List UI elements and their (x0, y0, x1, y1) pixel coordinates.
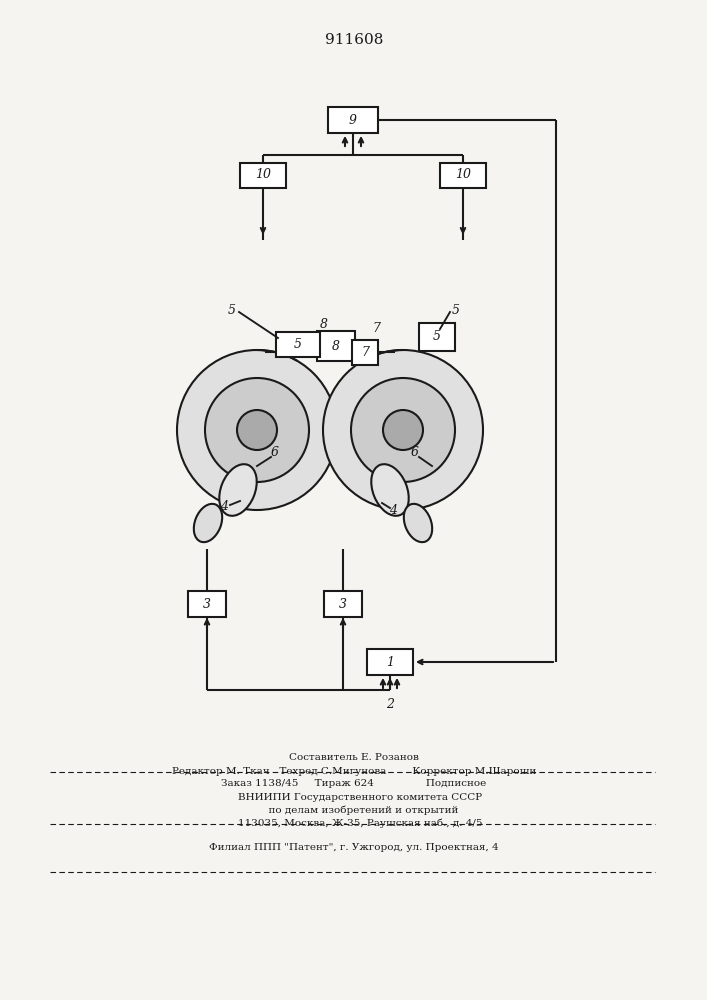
Text: 5: 5 (433, 330, 441, 344)
Text: Заказ 1138/45     Тираж 624                Подписное: Заказ 1138/45 Тираж 624 Подписное (221, 780, 486, 788)
Bar (352, 340, 378, 364)
Text: 4: 4 (389, 504, 397, 516)
Circle shape (177, 350, 337, 510)
Text: Составитель Е. Розанов: Составитель Е. Розанов (289, 754, 419, 762)
Circle shape (383, 410, 423, 450)
Circle shape (205, 378, 309, 482)
Circle shape (237, 410, 277, 450)
Ellipse shape (404, 504, 432, 542)
Text: 3: 3 (203, 597, 211, 610)
Text: Филиал ППП "Патент", г. Ужгород, ул. Проектная, 4: Филиал ППП "Патент", г. Ужгород, ул. Про… (209, 844, 499, 852)
Text: 9: 9 (349, 113, 357, 126)
Bar (328, 107, 378, 133)
Text: 5: 5 (294, 338, 302, 351)
Text: 2: 2 (386, 698, 394, 712)
Text: 1: 1 (386, 656, 394, 668)
Bar (367, 649, 413, 675)
Ellipse shape (371, 464, 409, 516)
Text: 4: 4 (220, 500, 228, 514)
Ellipse shape (194, 504, 222, 542)
Text: 3: 3 (339, 597, 347, 610)
Text: 10: 10 (455, 168, 471, 182)
Text: 8: 8 (332, 340, 340, 353)
Text: 113035, Москва, Ж-35, Раушская наб., д. 4/5: 113035, Москва, Ж-35, Раушская наб., д. … (226, 818, 483, 828)
Text: 5: 5 (228, 304, 236, 316)
Text: 10: 10 (255, 168, 271, 182)
Bar (324, 591, 362, 617)
Text: 7: 7 (372, 322, 380, 334)
Circle shape (323, 350, 483, 510)
Text: 8: 8 (320, 318, 328, 330)
Bar (240, 162, 286, 188)
Bar (276, 332, 320, 357)
Bar (317, 331, 355, 361)
Text: Редактор М. Ткач   Техред С.Мигунова        Корректор М.Шароши: Редактор М. Ткач Техред С.Мигунова Корре… (172, 766, 536, 776)
Text: 7: 7 (361, 346, 369, 359)
Text: 5: 5 (452, 304, 460, 316)
Text: 6: 6 (411, 446, 419, 460)
Text: ВНИИПИ Государственного комитета СССР: ВНИИПИ Государственного комитета СССР (226, 792, 483, 802)
Bar (188, 591, 226, 617)
Text: 911608: 911608 (325, 33, 383, 47)
Bar (419, 323, 455, 351)
Bar (440, 162, 486, 188)
Text: 6: 6 (271, 446, 279, 460)
Circle shape (351, 378, 455, 482)
Text: по делам изобретений и открытий: по делам изобретений и открытий (250, 805, 459, 815)
Ellipse shape (219, 464, 257, 516)
